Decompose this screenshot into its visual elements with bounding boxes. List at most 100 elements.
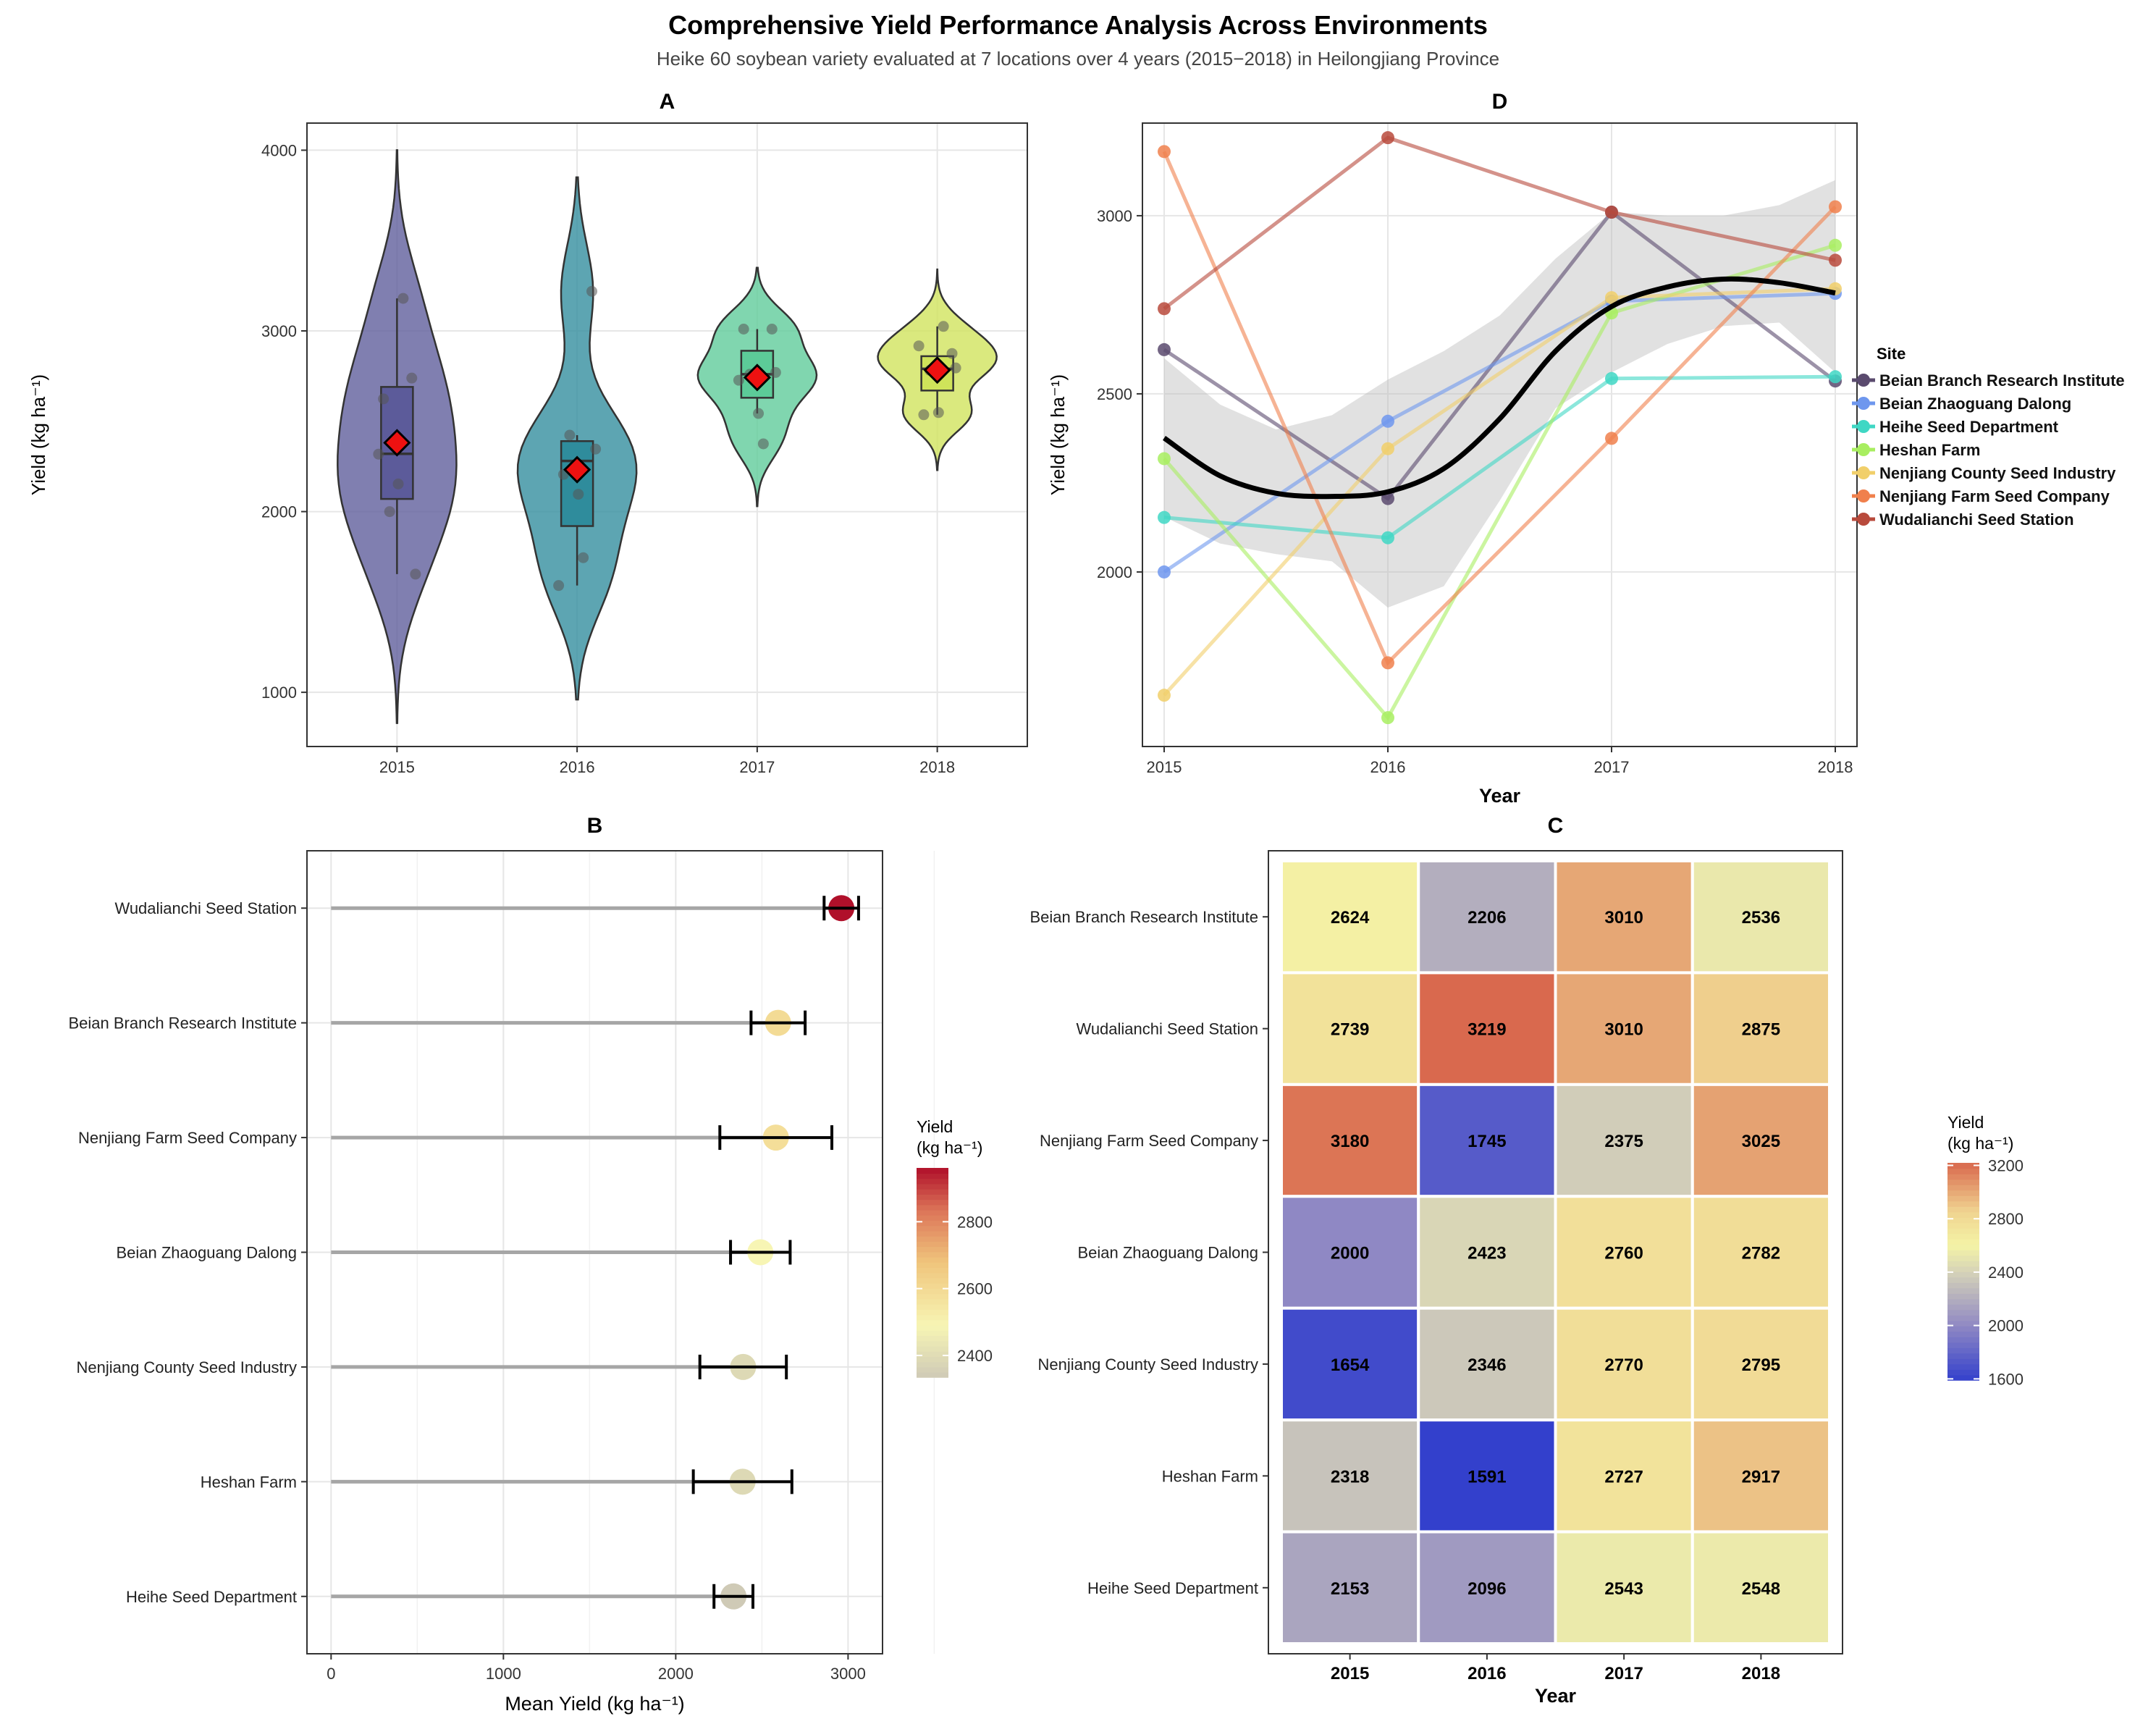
panel-c-colorbar-segment [1947, 1201, 1979, 1207]
panel-b-category-label: Beian Branch Research Institute [68, 1014, 297, 1033]
panel-c-xlabel: Year [1535, 1685, 1577, 1707]
panel-c-column-label: 2015 [1331, 1664, 1369, 1683]
panel-a-ylabel: Yield (kg ha⁻¹) [28, 374, 49, 495]
point-2016 [564, 429, 576, 441]
panel-c-colorbar-segment [1947, 1255, 1979, 1261]
panel-c-colorbar-segment [1947, 1363, 1979, 1370]
point-2015 [378, 393, 389, 405]
legend-key-point-1 [1857, 397, 1870, 410]
panel-b-colorbar-segment [917, 1215, 948, 1221]
panel-c-colorbar-segment [1947, 1163, 1979, 1169]
heatmap-cell-value: 3180 [1331, 1132, 1369, 1151]
panel-b-colorbar-segment [917, 1256, 948, 1263]
panel-b: Wudalianchi Seed Station Beian Branch Res… [68, 814, 992, 1715]
point-2017 [766, 324, 778, 335]
heatmap-cell [1280, 1306, 1420, 1422]
panel-b-colorbar-segment [917, 1178, 948, 1185]
panel-c-colorbar-label: 2800 [1988, 1210, 2024, 1228]
panel-c-colorbar-segment [1947, 1374, 1979, 1381]
panel-b-colorbar-segment [917, 1335, 948, 1342]
panel-c: 2624 2206 3010 2536 Beian Branch Research In… [1029, 814, 2023, 1707]
panel-d-xtick-label: 2016 [1370, 758, 1406, 776]
point-2018 [932, 407, 944, 419]
panel-c-colorbar-segment [1947, 1217, 1979, 1224]
panel-c-column-label: 2016 [1467, 1664, 1506, 1683]
panel-c-row-label: Beian Branch Research Institute [1029, 908, 1258, 926]
panel-c-colorbar-label: 2400 [1988, 1263, 2024, 1282]
panel-a: 1000 2000 3000 4000 2015 2016 2017 2018 A Yield (… [28, 90, 1028, 776]
panel-d-ytick-label: 2000 [1097, 563, 1132, 581]
heatmap-cell-value: 3010 [1604, 908, 1643, 928]
panel-c-title: C [1548, 814, 1564, 838]
series-point-3 [1381, 711, 1394, 725]
heatmap-cell [1417, 1530, 1557, 1646]
panel-d-ytick-label: 3000 [1097, 207, 1132, 225]
panel-c-colorbar-segment [1947, 1168, 1979, 1174]
panel-c-colorbar-segment [1947, 1342, 1979, 1348]
legend-key-point-6 [1857, 513, 1870, 526]
heatmap-cell [1690, 1530, 1831, 1646]
legend-key-point-3 [1857, 443, 1870, 456]
panel-a-xtick-label: 2017 [739, 758, 775, 776]
mean-diamond-2018 [923, 356, 951, 384]
panel-a-title: A [660, 90, 675, 114]
heatmap-cell [1417, 1082, 1557, 1198]
panel-c-colorbar-segment [1947, 1190, 1979, 1196]
series-point-5 [1829, 200, 1842, 214]
panel-b-border [306, 850, 883, 1654]
panel-c-colorbar-segment [1947, 1174, 1979, 1180]
panel-c-colorbar-label: 1600 [1988, 1370, 2024, 1388]
heatmap-cell [1280, 1195, 1420, 1310]
legend-key-point-4 [1857, 466, 1870, 479]
panel-b-category-label: Nenjiang County Seed Industry [76, 1358, 297, 1376]
legend-label-1: Beian Zhaoguang Dalong [1879, 395, 2071, 413]
panel-a-ytick-label: 3000 [261, 322, 297, 340]
panel-b-colorbar-segment [917, 1194, 948, 1201]
panel-c-column-label: 2018 [1742, 1664, 1780, 1683]
panel-c-colorbar-segment [1947, 1326, 1979, 1332]
panel-b-title: B [587, 814, 603, 838]
heatmap-cell-value: 3219 [1467, 1020, 1506, 1040]
panel-c-colorbar-label: 2000 [1988, 1317, 2024, 1335]
point-2018 [938, 321, 949, 332]
panel-d-title: D [1492, 90, 1508, 114]
panel-b-colorbar-segment [917, 1173, 948, 1180]
panel-d-border [1142, 122, 1858, 747]
panel-c-colorbar-segment [1947, 1320, 1979, 1326]
panel-b-colorbar-segment [917, 1225, 948, 1232]
panel-b-colorbar-segment [917, 1262, 948, 1269]
point-2016 [553, 580, 565, 592]
panel-c-row-label: Beian Zhaoguang Dalong [1077, 1244, 1258, 1262]
panel-c-colorbar-segment [1947, 1239, 1979, 1245]
panel-b-category-label: Heihe Seed Department [126, 1588, 297, 1606]
series-point-6 [1381, 131, 1394, 145]
series-line-4 [1163, 287, 1836, 697]
panel-c-colorbar-segment [1947, 1266, 1979, 1272]
series-point-2 [1829, 370, 1842, 384]
panel-b-legend: Yield (kg ha⁻¹) 2400 2600 2800 [917, 1117, 993, 1378]
series-line-1 [1163, 291, 1836, 573]
panel-b-colorbar-segment [917, 1319, 948, 1326]
heatmap-cell [1690, 1082, 1831, 1198]
point-2016 [590, 443, 602, 455]
heatmap-cell [1417, 1306, 1557, 1422]
panel-d-frame [1142, 123, 1857, 747]
panel-a-ytick-label: 1000 [261, 684, 297, 702]
panel-b-colorbar-segment [917, 1277, 948, 1284]
panel-c-colorbar-segment [1947, 1179, 1979, 1185]
series-point-3 [1158, 452, 1171, 466]
panel-b-colorbar-segment [917, 1209, 948, 1216]
panel-c-colorbar-segment [1947, 1298, 1979, 1305]
panel-c-colorbar-segment [1947, 1287, 1979, 1294]
point-2018 [946, 348, 958, 359]
panel-b-colorbar-segment [917, 1183, 948, 1190]
heatmap-cell-value: 3025 [1742, 1132, 1780, 1151]
heatmap-cell-value: 2543 [1604, 1579, 1643, 1599]
series-point-6 [1158, 302, 1171, 316]
panel-c-legend: Yield (kg ha⁻¹) 1600 2000 2400 2800 3200 [1947, 1113, 2024, 1388]
panel-d-smooth-trend [1163, 276, 1836, 500]
heatmap-cell-value: 2536 [1742, 908, 1780, 928]
panel-c-colorbar-segment [1947, 1277, 1979, 1283]
heatmap-cell [1554, 1306, 1694, 1422]
panel-d-ytick-label: 2500 [1097, 385, 1132, 403]
